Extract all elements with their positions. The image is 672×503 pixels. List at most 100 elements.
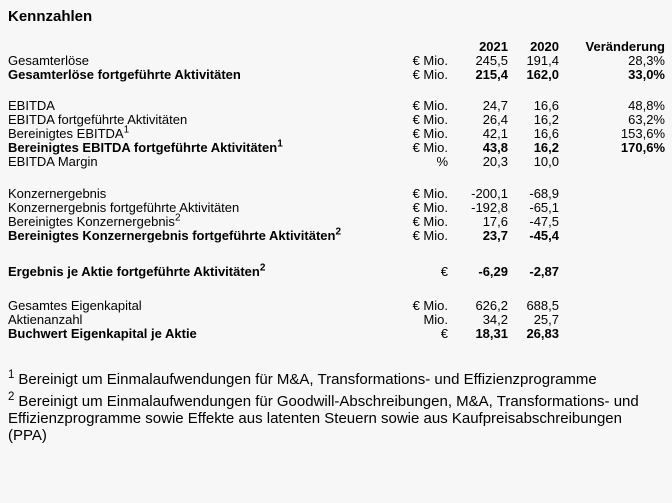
value-2021: 42,1 (482, 126, 508, 141)
header-unit-blank (370, 40, 448, 54)
row-label: Bereinigtes EBITDA1 (8, 124, 370, 141)
row-label-text: Bereinigtes Konzernergebnis (8, 214, 175, 229)
value-change (559, 313, 665, 327)
value-2021: -6,29 (478, 264, 508, 279)
value-2021: 43,8 (482, 140, 508, 155)
footnote-marker: 2 (8, 391, 15, 403)
row-unit: € Mio. (412, 298, 448, 313)
row-unit: € (440, 264, 448, 279)
table-row: EBITDA € Mio. 24,7 16,6 48,8% (8, 99, 665, 113)
row-label-text: Konzernergebnis fortgeführte Aktivitäten (8, 200, 240, 215)
row-unit: % (436, 154, 448, 169)
row-label: Bereinigtes Konzernergebnis2 (8, 212, 370, 229)
footnote-text: Bereinigt um Einmalaufwendungen für M&A,… (18, 371, 597, 388)
value-2020: -45,4 (529, 228, 559, 243)
row-label: Konzernergebnis fortgeführte Aktivitäten (8, 201, 370, 215)
footnote: 1 Bereinigt um Einmalaufwendungen für M&A… (8, 369, 640, 388)
value-change (559, 299, 665, 313)
value-2021: 18,31 (475, 326, 508, 341)
row-label-text: Bereinigtes EBITDA (8, 126, 124, 141)
row-label: Konzernergebnis (8, 187, 370, 201)
value-2020: 16,6 (533, 126, 559, 141)
footnote-ref: 1 (123, 124, 130, 136)
row-unit: € (440, 326, 448, 341)
section-gap-cell (8, 82, 665, 99)
value-2021: 20,3 (482, 154, 508, 169)
value-2020: 162,0 (526, 67, 559, 82)
value-2020: 26,83 (526, 326, 559, 341)
value-2021: 245,5 (475, 53, 508, 68)
page-title: Kennzahlen (8, 8, 93, 25)
row-label: Gesamtes Eigenkapital (8, 299, 370, 313)
row-label-text: Aktienanzahl (8, 312, 83, 327)
row-unit: € Mio. (412, 98, 448, 113)
row-label-text: Ergebnis je Aktie fortgeführte Aktivität… (8, 264, 260, 279)
row-label: Buchwert Eigenkapital je Aktie (8, 327, 370, 341)
row-label-text: Bereinigtes Konzernergebnis fortgeführte… (8, 228, 336, 243)
value-change (559, 155, 665, 169)
table-row: Ergebnis je Aktie fortgeführte Aktivität… (8, 263, 665, 279)
value-2021: 23,7 (482, 228, 508, 243)
row-unit: € Mio. (412, 53, 448, 68)
row-label: Aktienanzahl (8, 313, 370, 327)
value-change: 153,6% (620, 126, 665, 141)
row-label: Gesamterlöse fortgeführte Aktivitäten (8, 68, 370, 82)
row-label: EBITDA Margin (8, 155, 370, 169)
value-2020: 688,5 (526, 298, 559, 313)
footnote-ref: 2 (174, 212, 181, 224)
footnotes: 1 Bereinigt um Einmalaufwendungen für M&A… (8, 369, 640, 444)
table-header: 2021 2020 Veränderung (8, 40, 665, 54)
header-year-2021: 2021 (479, 39, 508, 54)
row-unit: € Mio. (412, 112, 448, 127)
value-change: 28,3% (628, 53, 665, 68)
row-label-text: EBITDA fortgeführte Aktivitäten (8, 112, 188, 127)
row-label-text: EBITDA (8, 98, 55, 113)
value-2020: -47,5 (529, 214, 559, 229)
value-2021: 24,7 (482, 98, 508, 113)
row-label: EBITDA fortgeführte Aktivitäten (8, 113, 370, 127)
section-gap (8, 243, 665, 265)
value-2021: 215,4 (475, 67, 508, 82)
value-2021: 17,6 (482, 214, 508, 229)
table-row: Gesamterlöse fortgeführte Aktivitäten € M… (8, 68, 665, 82)
section-gap (8, 279, 665, 299)
table-row: Konzernergebnis fortgeführte Aktivitäten… (8, 201, 665, 215)
footnote-ref: 1 (277, 138, 283, 150)
value-2020: 16,2 (533, 140, 559, 155)
row-unit: Mio. (423, 312, 448, 327)
table-row: EBITDA fortgeführte Aktivitäten € Mio. 26,… (8, 113, 665, 127)
table-row: EBITDA Margin% 20,3 10,0 (8, 155, 665, 169)
row-label-text: EBITDA Margin (8, 154, 98, 169)
table-header-row: 2021 2020 Veränderung (8, 40, 665, 54)
table-body: Gesamterlöse € Mio. 245,5 191,4 28,3% Gesamte… (8, 54, 665, 341)
row-unit: € Mio. (412, 228, 448, 243)
report-page: Kennzahlen 2021 2020 Veränderung Gesamte… (8, 8, 665, 444)
value-change (559, 265, 665, 279)
value-change (559, 327, 665, 341)
value-2020: 191,4 (526, 53, 559, 68)
value-2020: 16,6 (533, 98, 559, 113)
header-label-blank (8, 40, 370, 54)
row-label-text: Bereinigtes EBITDA fortgeführte Aktivitä… (8, 140, 278, 155)
row-unit: € Mio. (412, 214, 448, 229)
row-label-text: Konzernergebnis (8, 186, 107, 201)
table-row: Gesamterlöse € Mio. 245,5 191,4 28,3% (8, 54, 665, 68)
value-2020: -2,87 (529, 264, 559, 279)
value-2021: 34,2 (482, 312, 508, 327)
value-change (559, 201, 665, 215)
row-unit: € Mio. (412, 140, 448, 155)
row-label-text: Buchwert Eigenkapital je Aktie (8, 326, 197, 341)
section-gap-cell (8, 169, 665, 187)
table-row: Bereinigtes EBITDA1 € Mio. 42,1 16,6 153,6% (8, 124, 665, 141)
row-label: Gesamterlöse (8, 54, 370, 68)
footnote-ref: 2 (335, 226, 342, 238)
value-change: 63,2% (628, 112, 665, 127)
value-change (559, 215, 665, 229)
value-change (559, 187, 665, 201)
table-row: Bereinigtes EBITDA fortgeführte Aktivitä… (8, 138, 665, 155)
footnote-marker: 1 (8, 369, 15, 381)
row-label: Bereinigtes Konzernergebnis fortgeführte… (8, 226, 370, 243)
row-label: EBITDA (8, 99, 370, 113)
value-2020: 25,7 (533, 312, 559, 327)
section-gap (8, 82, 665, 99)
